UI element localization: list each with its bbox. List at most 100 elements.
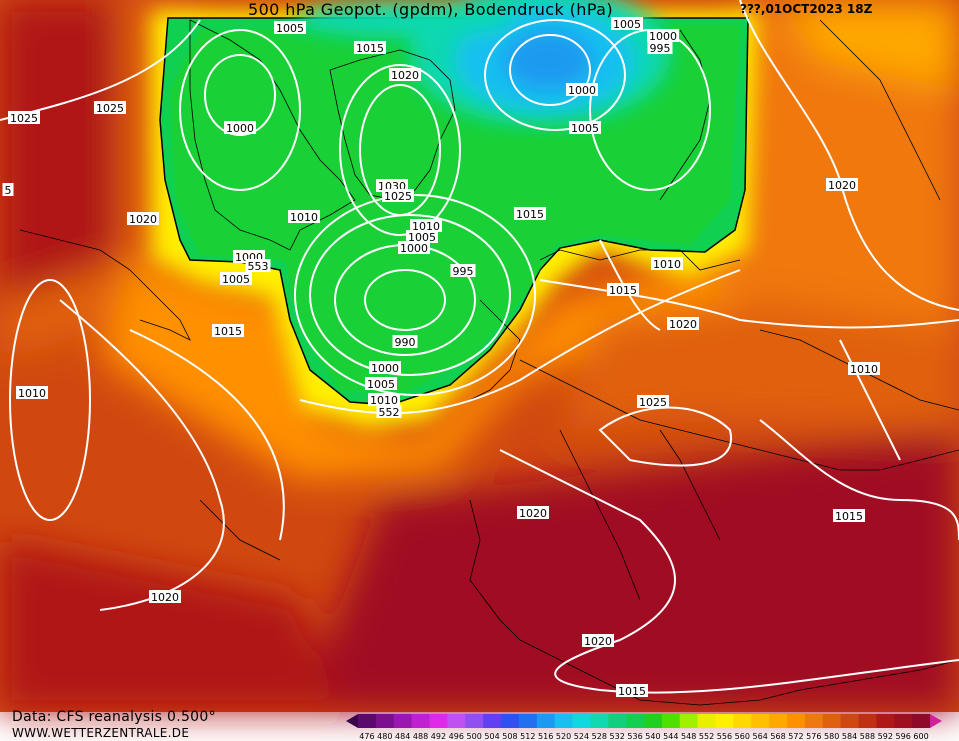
legend-value: 572 (788, 732, 803, 741)
legend-value: 596 (896, 732, 911, 741)
legend-value: 476 (359, 732, 374, 741)
website-label: WWW.WETTERZENTRALE.DE (12, 726, 190, 740)
contour-label-bg (647, 41, 673, 54)
contour-label: 1020 (151, 591, 179, 604)
contour-label-bg (667, 317, 699, 330)
legend-swatch (501, 714, 520, 728)
contour-label: 553 (248, 260, 269, 273)
legend-value: 512 (520, 732, 535, 741)
legend-value: 500 (467, 732, 482, 741)
contour-label-bg (569, 121, 601, 134)
legend-swatch (804, 714, 824, 728)
legend-swatch (787, 714, 806, 728)
contour-label-bg (566, 83, 598, 96)
contour-label: 1025 (639, 396, 667, 409)
legend-swatch (715, 714, 734, 728)
legend-value: 520 (556, 732, 571, 741)
contour-label-bg (127, 212, 159, 225)
legend-swatch (769, 714, 788, 728)
legend-swatch (876, 714, 895, 728)
legend-value: 504 (484, 732, 499, 741)
contour-label: 1015 (214, 325, 242, 338)
contour-label: 1000 (400, 242, 428, 255)
contour-label-bg (611, 17, 643, 30)
contour-label: 1025 (10, 112, 38, 125)
contour-label: 1020 (828, 179, 856, 192)
legend-swatch (822, 714, 842, 728)
legend-swatch (411, 714, 430, 728)
contour-label-bg (517, 506, 549, 519)
contour-label: 1010 (412, 220, 440, 233)
contour-label: 1005 (613, 18, 641, 31)
legend-value: 580 (824, 732, 839, 741)
legend-value: 592 (878, 732, 893, 741)
contour-label-bg (212, 324, 244, 337)
contour-label: 995 (650, 42, 671, 55)
contour-label: 1005 (222, 273, 250, 286)
legend-value: 568 (770, 732, 785, 741)
contour-label: 1005 (408, 231, 436, 244)
map-title: 500 hPa Geopot. (gpdm), Bodendruck (hPa) (248, 0, 614, 19)
contour-label: 1010 (850, 363, 878, 376)
contour-label-bg (288, 210, 320, 223)
legend-value: 584 (842, 732, 857, 741)
contour-label-bg (410, 219, 442, 232)
legend-swatch (375, 714, 395, 728)
contour-label-bg (354, 41, 386, 54)
contour-label-bg (2, 183, 14, 196)
legend-value: 552 (699, 732, 714, 741)
legend-value: 496 (449, 732, 464, 741)
legend-value: 548 (681, 732, 696, 741)
contour-label: 1020 (584, 635, 612, 648)
contour-label: 1005 (571, 122, 599, 135)
legend-swatch (554, 714, 573, 728)
legend-swatch (644, 714, 663, 728)
legend-value: 556 (717, 732, 732, 741)
contour-label-bg (245, 259, 271, 272)
legend-value: 576 (806, 732, 821, 741)
contour-label-bg (848, 362, 880, 375)
contour-label: 1015 (516, 208, 544, 221)
contour-label-bg (514, 207, 546, 220)
contour-label: 552 (379, 406, 400, 419)
legend-arrow-left (346, 714, 358, 728)
legend-swatch (840, 714, 859, 728)
legend-swatch (626, 714, 645, 728)
legend-value: 536 (627, 732, 642, 741)
contour-label: 1015 (618, 685, 646, 698)
legend-swatch (661, 714, 681, 728)
legend-value: 544 (663, 732, 678, 741)
legend-swatch (679, 714, 699, 728)
legend-arrow-right (930, 714, 942, 728)
legend-swatch (697, 714, 716, 728)
legend-swatch (536, 714, 556, 728)
legend-value: 528 (592, 732, 607, 741)
legend-value: 492 (431, 732, 446, 741)
legend-swatch (572, 714, 591, 728)
legend-swatch (465, 714, 484, 728)
contour-label-bg (220, 272, 252, 285)
legend-swatch (733, 714, 752, 728)
contour-label-bg (94, 101, 126, 114)
legend-swatch (393, 714, 413, 728)
contour-label: 1015 (835, 510, 863, 523)
run-timestamp: ???,01OCT2023 18Z (740, 2, 873, 16)
legend-swatch (483, 714, 502, 728)
contour-label: 1020 (129, 213, 157, 226)
contour-label: 1005 (276, 22, 304, 35)
contour-label: 1015 (609, 284, 637, 297)
contour-label: 1005 (367, 378, 395, 391)
legend-swatch (518, 714, 538, 728)
contour-label: 995 (453, 265, 474, 278)
contour-label-bg (398, 241, 430, 254)
contour-label-bg (368, 393, 400, 406)
contour-label: 1020 (519, 507, 547, 520)
contour-label-bg (274, 21, 306, 34)
contour-label: 1000 (649, 30, 677, 43)
legend-value: 516 (538, 732, 553, 741)
contour-label: 5 (5, 184, 12, 197)
contour-label: 1020 (391, 69, 419, 82)
legend-value: 588 (860, 732, 875, 741)
